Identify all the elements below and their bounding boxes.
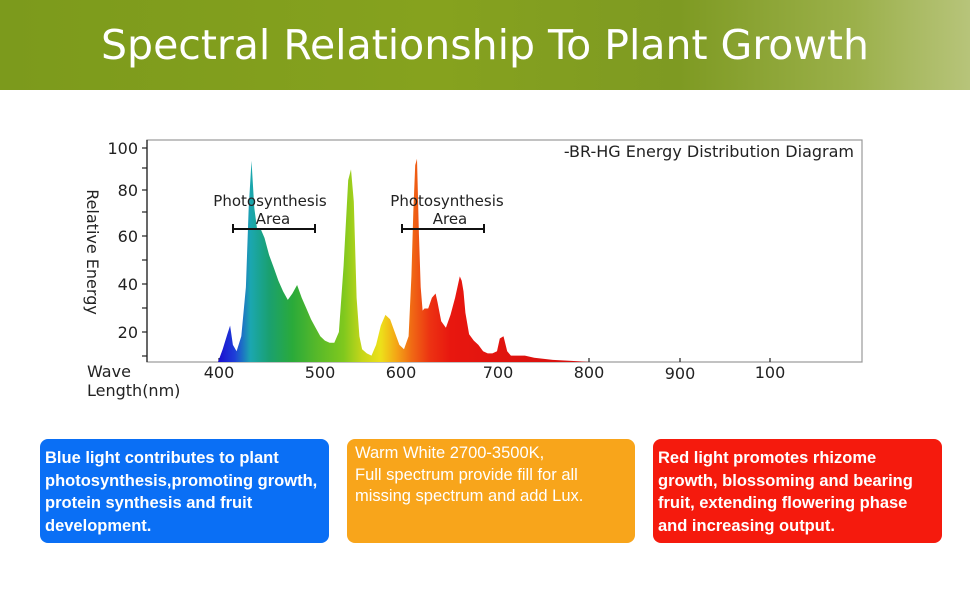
y-axis-label: Relative Energy <box>83 189 102 315</box>
red-box-line: and increasing output. <box>658 516 835 535</box>
blue-box-line: photosynthesis,promoting growth, <box>45 471 318 490</box>
annotations: Photosynthesis Area Photosynthesis Area <box>213 192 504 233</box>
orange-box-line: Full spectrum provide fill for all <box>355 465 578 484</box>
x-tick-label: 400 <box>204 363 235 382</box>
y-ticks: 100 80 60 40 20 <box>107 139 147 357</box>
x-tick-label: 100 <box>755 363 786 382</box>
y-tick-label: 60 <box>118 227 138 246</box>
orange-box-line: Warm White 2700-3500K, <box>355 444 545 462</box>
y-tick-label: 100 <box>107 139 138 158</box>
x-tick-label: 500 <box>305 363 336 382</box>
blue-box-line: development. <box>45 516 152 535</box>
x-tick-label: 900 <box>665 364 696 383</box>
blue-light-info-box: Blue light contributes to plant photosyn… <box>40 439 329 543</box>
spectrum-chart: 100 80 60 40 20 400 500 600 700 800 900 100 -BR-HG… <box>83 139 863 400</box>
x-tick-label: 700 <box>483 363 514 382</box>
photosynthesis-area-bracket <box>232 224 316 233</box>
y-tick-label: 20 <box>118 323 138 342</box>
blue-box-line: Blue light contributes to plant <box>45 449 279 467</box>
warm-white-info-box: Warm White 2700-3500K, Full spectrum pro… <box>347 439 635 543</box>
page-title: Spectral Relationship To Plant Growth <box>101 21 869 69</box>
orange-box-line: missing spectrum and add Lux. <box>355 487 584 505</box>
photosynthesis-area-label: Photosynthesis Area <box>390 192 504 228</box>
x-tick-label: 600 <box>386 363 417 382</box>
photosynthesis-area-label: Photosynthesis Area <box>213 192 327 228</box>
x-tick-label: 800 <box>574 363 605 382</box>
red-box-line: fruit, extending flowering phase <box>658 494 908 512</box>
x-axis-label: Wave Length(nm) <box>87 362 180 400</box>
red-light-info-box: Red light promotes rhizome growth, bloss… <box>653 439 942 543</box>
x-ticks: 400 500 600 700 800 900 100 <box>204 358 786 383</box>
spectrum-area <box>218 158 590 362</box>
blue-box-line: protein synthesis and fruit <box>45 494 253 512</box>
photosynthesis-area-bracket <box>401 224 485 233</box>
y-tick-label: 80 <box>118 181 138 200</box>
red-box-line: Red light promotes rhizome <box>658 449 877 467</box>
red-box-line: growth, blossoming and bearing <box>658 471 913 490</box>
header-banner: Spectral Relationship To Plant Growth <box>0 0 970 90</box>
chart-title: -BR-HG Energy Distribution Diagram <box>564 142 854 161</box>
y-tick-label: 40 <box>118 275 138 294</box>
